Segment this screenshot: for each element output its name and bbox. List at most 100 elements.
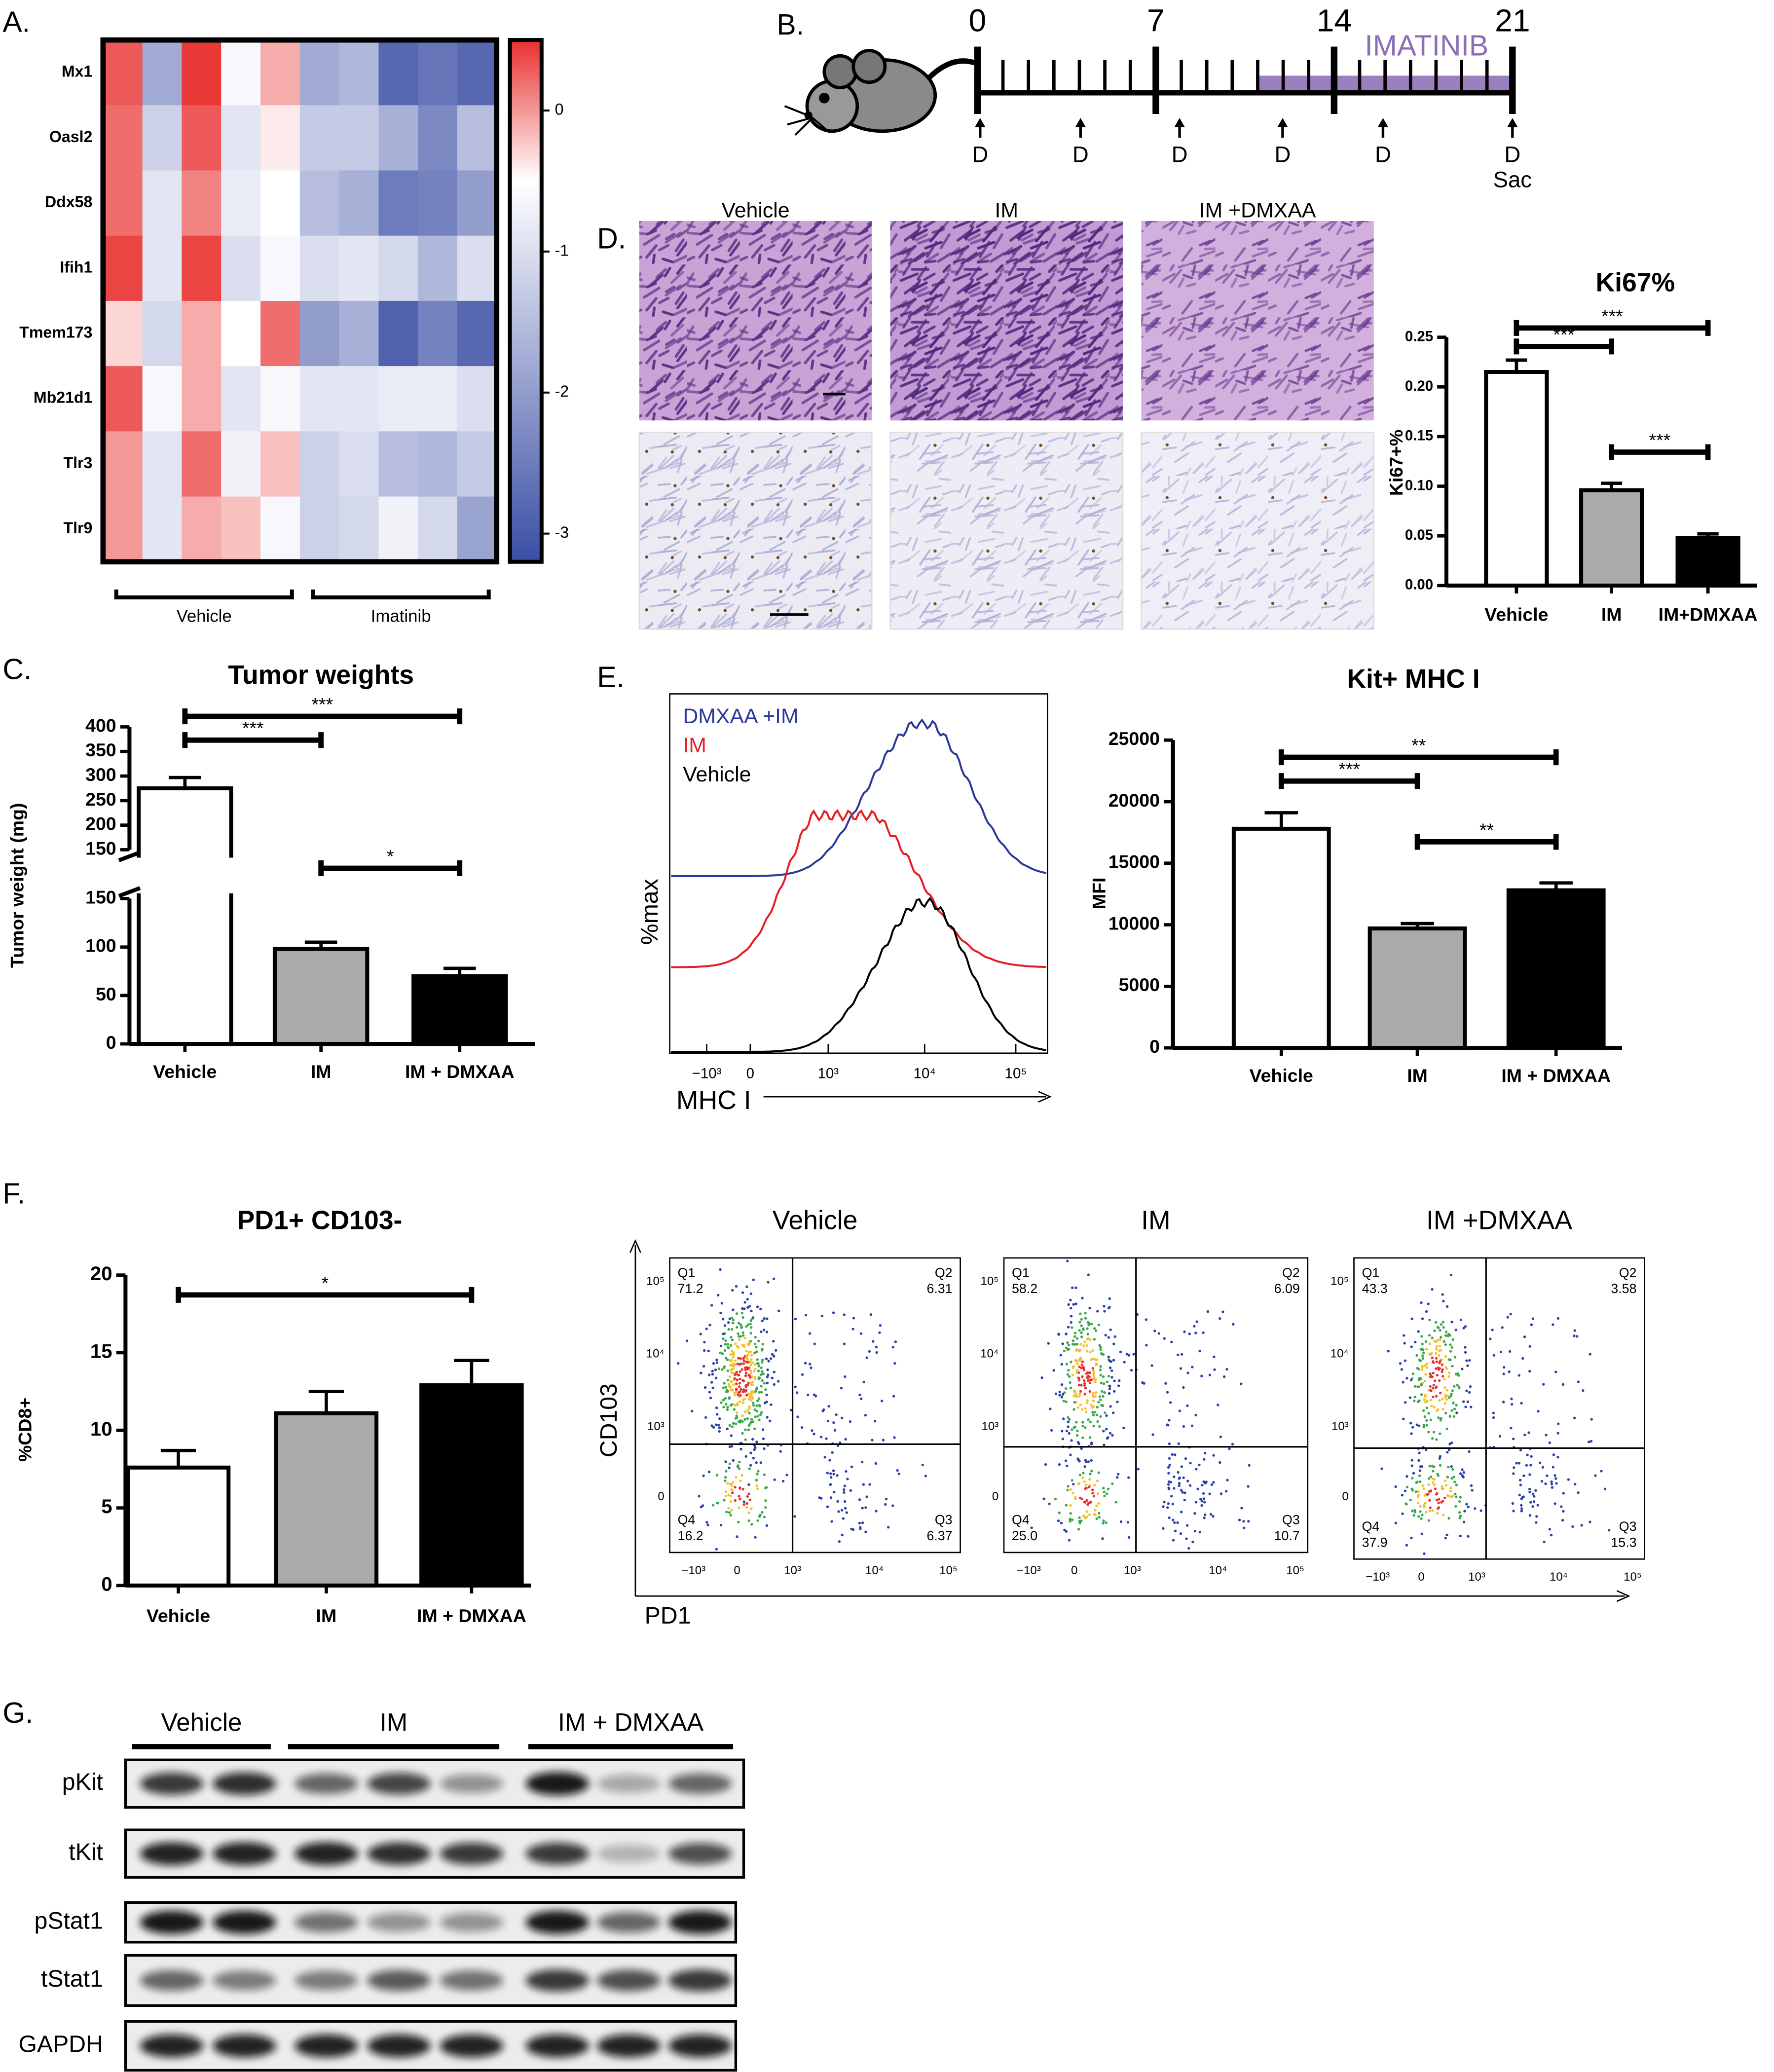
- event-dot: [1417, 1490, 1420, 1493]
- x-tick-label: 10⁴: [865, 1564, 884, 1577]
- y-axis-label: Ki67+%: [1386, 430, 1406, 496]
- event-dot: [1078, 1392, 1081, 1395]
- event-dot: [1428, 1342, 1432, 1345]
- event-dot: [735, 1416, 738, 1419]
- event-dot: [1105, 1521, 1108, 1524]
- event-dot: [1450, 1321, 1453, 1324]
- event-dot: [735, 1312, 739, 1315]
- event-dot: [921, 1463, 924, 1467]
- significance-label: ***: [1338, 759, 1360, 779]
- band: [140, 1773, 204, 1795]
- event-dot: [1470, 1484, 1473, 1487]
- event-dot: [1169, 1480, 1173, 1483]
- event-dot: [1429, 1475, 1433, 1478]
- event-dot: [1441, 1321, 1444, 1324]
- event-dot: [1231, 1443, 1234, 1446]
- bar: [1367, 926, 1467, 1050]
- event-dot: [1444, 1331, 1448, 1333]
- event-dot: [1418, 1358, 1421, 1361]
- event-dot: [1548, 1528, 1552, 1531]
- event-dot: [1443, 1496, 1446, 1500]
- event-dot: [1085, 1344, 1088, 1347]
- event-dot: [1410, 1464, 1414, 1467]
- event-dot: [738, 1460, 741, 1463]
- event-dot: [1070, 1306, 1072, 1310]
- event-dot: [746, 1409, 749, 1412]
- event-dot: [1413, 1396, 1416, 1399]
- event-dot: [722, 1406, 725, 1408]
- group-label: Vehicle: [177, 606, 232, 626]
- event-dot: [742, 1359, 745, 1362]
- event-dot: [746, 1323, 750, 1326]
- quadrant-percent: 25.0: [1012, 1528, 1037, 1543]
- heatmap-cell: [378, 431, 419, 497]
- event-dot: [1415, 1423, 1418, 1426]
- event-dot: [763, 1447, 766, 1450]
- group-label: Imatinib: [371, 606, 431, 626]
- event-dot: [1071, 1373, 1074, 1376]
- band: [213, 1910, 276, 1934]
- event-dot: [712, 1362, 715, 1365]
- event-dot: [703, 1349, 706, 1352]
- x-tick-label: −10³: [681, 1564, 705, 1577]
- significance-label: ***: [242, 718, 264, 739]
- event-dot: [1449, 1350, 1452, 1353]
- event-dot: [1059, 1354, 1063, 1357]
- arrow-head: [975, 118, 986, 127]
- event-dot: [718, 1426, 721, 1429]
- event-dot: [1080, 1324, 1083, 1327]
- event-dot: [1177, 1471, 1180, 1474]
- heatmap-cell: [182, 366, 222, 432]
- event-dot: [1200, 1500, 1204, 1503]
- event-dot: [1198, 1531, 1201, 1534]
- lane-group-label: IM: [380, 1708, 408, 1736]
- event-dot: [762, 1372, 765, 1375]
- event-dot: [1512, 1472, 1515, 1475]
- event-dot: [801, 1373, 804, 1376]
- band: [213, 1970, 276, 1991]
- event-dot: [766, 1416, 769, 1419]
- event-dot: [1127, 1354, 1131, 1357]
- event-dot: [749, 1464, 752, 1467]
- event-dot: [808, 1332, 812, 1335]
- chart-title: Tumor weights: [228, 661, 414, 690]
- event-dot: [1411, 1477, 1414, 1480]
- event-dot: [741, 1390, 745, 1393]
- event-dot: [1441, 1370, 1443, 1373]
- legend-entry: IM: [683, 734, 706, 757]
- event-dot: [739, 1357, 742, 1360]
- event-dot: [736, 1535, 739, 1538]
- event-dot: [737, 1335, 740, 1338]
- event-dot: [1474, 1507, 1477, 1510]
- event-dot: [1532, 1500, 1536, 1503]
- event-dot: [1399, 1362, 1402, 1365]
- event-dot: [1093, 1483, 1096, 1487]
- event-dot: [1459, 1534, 1462, 1538]
- event-dot: [752, 1369, 756, 1372]
- event-dot: [1092, 1371, 1095, 1374]
- event-dot: [1467, 1505, 1470, 1509]
- event-dot: [1445, 1367, 1448, 1370]
- event-dot: [1449, 1486, 1453, 1489]
- event-dot: [869, 1313, 873, 1316]
- event-dot: [1447, 1332, 1450, 1336]
- event-dot: [1429, 1418, 1432, 1421]
- event-dot: [1107, 1487, 1110, 1490]
- event-dot: [1455, 1404, 1458, 1407]
- event-dot: [838, 1540, 841, 1543]
- event-dot: [1528, 1487, 1531, 1491]
- event-dot: [736, 1378, 739, 1381]
- event-dot: [742, 1500, 745, 1503]
- y-tick-label: 0: [1149, 1036, 1160, 1057]
- event-dot: [1079, 1357, 1082, 1360]
- event-dot: [1077, 1376, 1080, 1379]
- event-dot: [1076, 1406, 1080, 1409]
- significance-label: ***: [1649, 430, 1671, 450]
- event-dot: [1078, 1321, 1081, 1324]
- event-dot: [722, 1318, 725, 1321]
- event-dot: [729, 1494, 733, 1498]
- event-dot: [1176, 1521, 1179, 1524]
- event-dot: [1220, 1492, 1223, 1495]
- event-dot: [733, 1377, 736, 1380]
- event-dot: [1423, 1494, 1426, 1497]
